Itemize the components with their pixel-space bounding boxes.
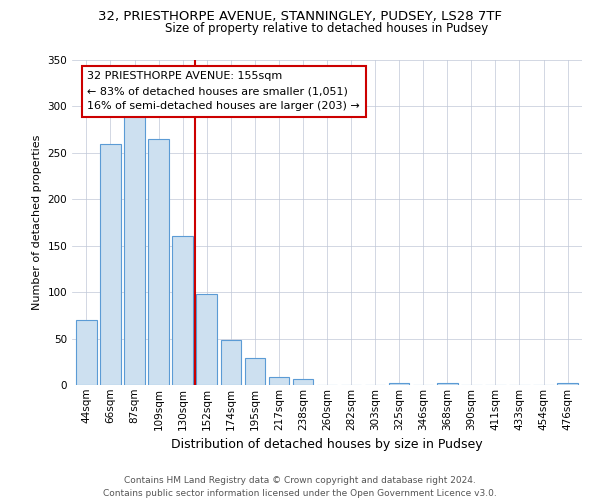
Bar xyxy=(557,383,578,385)
Bar xyxy=(172,236,193,385)
Bar xyxy=(76,320,97,385)
Text: 32 PRIESTHORPE AVENUE: 155sqm
← 83% of detached houses are smaller (1,051)
16% o: 32 PRIESTHORPE AVENUE: 155sqm ← 83% of d… xyxy=(88,72,360,111)
Bar xyxy=(389,383,409,385)
Y-axis label: Number of detached properties: Number of detached properties xyxy=(32,135,42,310)
Bar xyxy=(124,113,145,385)
Bar xyxy=(196,294,217,385)
Bar xyxy=(437,383,458,385)
Bar xyxy=(245,358,265,385)
Text: 32, PRIESTHORPE AVENUE, STANNINGLEY, PUDSEY, LS28 7TF: 32, PRIESTHORPE AVENUE, STANNINGLEY, PUD… xyxy=(98,10,502,23)
Bar xyxy=(293,380,313,385)
X-axis label: Distribution of detached houses by size in Pudsey: Distribution of detached houses by size … xyxy=(171,438,483,451)
Title: Size of property relative to detached houses in Pudsey: Size of property relative to detached ho… xyxy=(166,22,488,35)
Bar xyxy=(148,139,169,385)
Bar xyxy=(100,144,121,385)
Text: Contains HM Land Registry data © Crown copyright and database right 2024.
Contai: Contains HM Land Registry data © Crown c… xyxy=(103,476,497,498)
Bar xyxy=(269,376,289,385)
Bar xyxy=(221,340,241,385)
